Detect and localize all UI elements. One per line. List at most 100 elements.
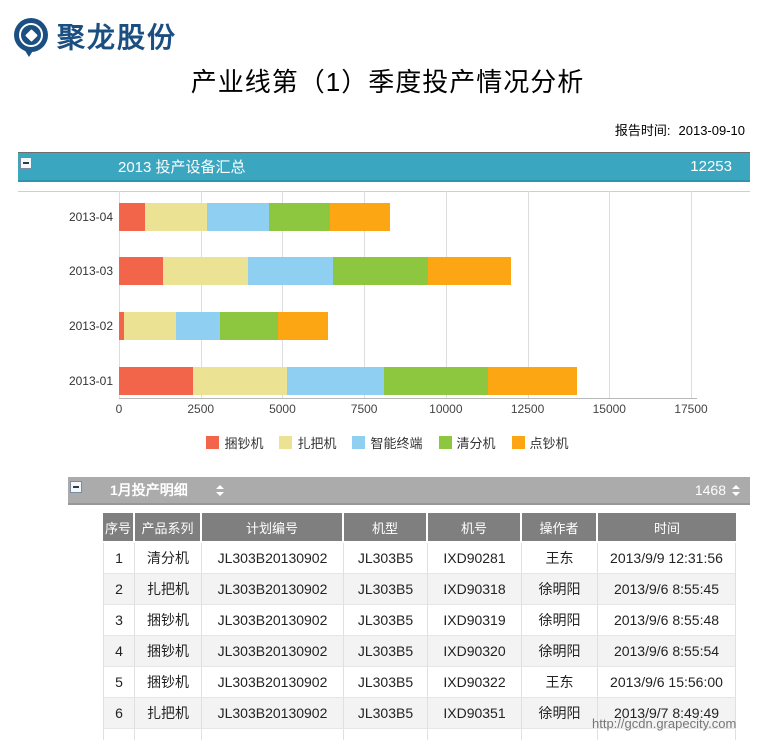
table-cell (103, 729, 135, 740)
table-cell: JL303B20130902 (202, 605, 344, 636)
table-cell (522, 729, 598, 740)
bar-segment (119, 367, 193, 395)
legend-label: 清分机 (456, 436, 496, 451)
x-axis-line (119, 398, 697, 399)
legend-item: 扎把机 (279, 433, 336, 452)
table-cell: 王东 (522, 543, 598, 574)
table-row: 2 扎把机 JL303B20130902 JL303B5 IXD90318 徐明阳 2013… (103, 574, 736, 605)
table-cell: JL303B5 (344, 605, 428, 636)
brand-pin-icon (14, 18, 50, 57)
table-cell: 3 (103, 605, 135, 636)
summary-bar-title: 2013 投产设备汇总 (118, 159, 246, 176)
gridline (445, 191, 447, 398)
table-cell: 2013/9/6 8:55:54 (598, 636, 736, 667)
table-row: 1 清分机 JL303B20130902 JL303B5 IXD90281 王东 2013/… (103, 543, 736, 574)
bar-segment (123, 312, 177, 340)
legend-label: 捆钞机 (224, 436, 264, 451)
table-cell: 2013/9/9 12:31:56 (598, 543, 736, 574)
watermark: http://gcdn.grapecity.com (592, 716, 737, 731)
table-cell: 扎把机 (135, 698, 202, 729)
table-cell: 6 (103, 698, 135, 729)
gridline (282, 191, 284, 398)
bar-segment (333, 257, 428, 285)
table-cell: 1 (103, 543, 135, 574)
category-label: 2013-01 (68, 374, 113, 388)
table-cell: 徐明阳 (522, 605, 598, 636)
legend-swatch (352, 436, 366, 449)
table-cell: JL303B5 (344, 543, 428, 574)
column-header: 序号 (103, 513, 135, 543)
table-cell: 4 (103, 636, 135, 667)
table-cell: JL303B20130902 (202, 698, 344, 729)
table-cell: JL303B5 (344, 636, 428, 667)
bar-segment (248, 257, 334, 285)
legend-label: 扎把机 (297, 436, 337, 451)
gridline (364, 191, 366, 398)
table-cell: JL303B20130902 (202, 636, 344, 667)
column-header: 计划编号 (202, 513, 344, 543)
bar-segment (145, 203, 208, 231)
bar-segment (163, 257, 249, 285)
table-cell: JL303B20130902 (202, 574, 344, 605)
detail-bar-title: 1月投产明细 (110, 482, 188, 498)
category-label: 2013-03 (68, 264, 113, 278)
table-cell: 2013/9/6 15:56:00 (598, 667, 736, 698)
table-cell: 徐明阳 (522, 574, 598, 605)
report-time-label: 报告时间: (614, 123, 671, 138)
table-cell: 徐明阳 (522, 698, 598, 729)
gridline (119, 191, 120, 398)
table-cell: 清分机 (135, 543, 202, 574)
gridline (527, 191, 529, 398)
detail-bar-value: 1468 (694, 482, 726, 498)
table-cell (202, 729, 344, 740)
bar-segment (269, 203, 330, 231)
legend-swatch (438, 436, 452, 449)
table-cell: JL303B5 (344, 574, 428, 605)
table-cell: 王东 (522, 667, 598, 698)
table-cell: 2013/9/7 8:49:49 (598, 698, 736, 729)
brand-name: 聚龙股份 (57, 22, 178, 53)
page-title: 产业线第（1）季度投产情况分析 (190, 67, 585, 97)
axis-tick-label: 10000 (429, 402, 463, 416)
axis-tick-label: 17500 (674, 402, 708, 416)
bar-segment (427, 257, 512, 285)
axis-tick-label: 2500 (187, 402, 215, 416)
table-cell: JL303B5 (344, 667, 428, 698)
report-time: 报告时间: 2013-09-10 (615, 120, 745, 139)
collapse-icon[interactable] (70, 481, 82, 493)
legend-label: 点钞机 (529, 436, 569, 451)
legend-item: 清分机 (438, 433, 496, 452)
table-cell: IXD90319 (428, 605, 522, 636)
axis-tick-label: 7500 (350, 402, 378, 416)
table-cell: 捆钞机 (135, 667, 202, 698)
table-cell: IXD90320 (428, 636, 522, 667)
bar-segment (287, 367, 384, 395)
table-cell: IXD90318 (428, 574, 522, 605)
detail-section-bar: 1月投产明细 1468 (68, 477, 750, 505)
table-cell: 5 (103, 667, 135, 698)
bar-segment (329, 203, 391, 231)
chart-top-border (18, 191, 750, 192)
bar-segment (220, 312, 278, 340)
table-cell: JL303B20130902 (202, 543, 344, 574)
gridline (200, 191, 202, 398)
table-cell: 2013/9/6 8:55:48 (598, 605, 736, 636)
table-row: 6 扎把机 JL303B20130902 JL303B5 IXD90351 徐明阳 2013… (103, 698, 736, 729)
table-cell (344, 729, 428, 740)
bar-segment (488, 367, 577, 395)
legend-swatch (511, 436, 525, 449)
axis-tick-label: 12500 (510, 402, 545, 416)
sort-spinner-icon[interactable] (732, 484, 740, 496)
bar-segment (383, 367, 489, 395)
bar-segment (277, 312, 329, 340)
table-header-row: 序号 产品系列 计划编号 机型 机号 操作者 时间 (103, 513, 736, 543)
table-cell: JL303B5 (344, 698, 428, 729)
sort-spinner-icon[interactable] (215, 484, 224, 496)
summary-bar-value: 12253 (690, 158, 732, 175)
bar-segment (119, 257, 164, 285)
table-cell (598, 729, 736, 740)
collapse-icon[interactable] (20, 157, 32, 169)
table-cell (135, 729, 202, 740)
bar-segment (119, 312, 124, 340)
